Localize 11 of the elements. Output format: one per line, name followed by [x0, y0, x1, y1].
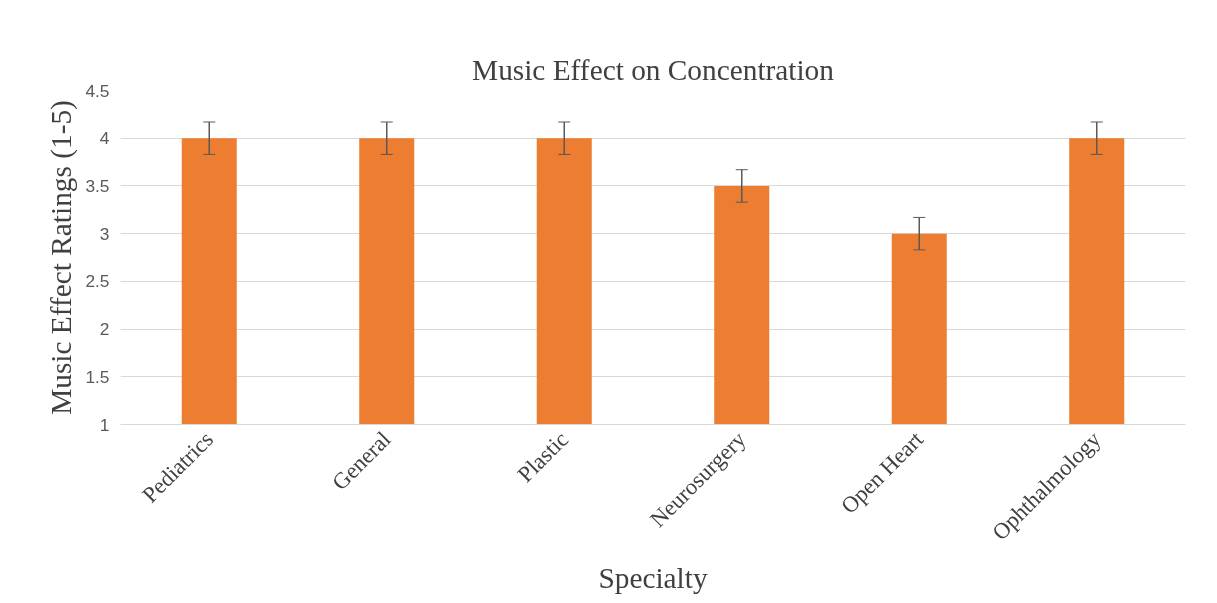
- y-tick-label: 3: [99, 223, 110, 244]
- x-axis-title: Specialty: [598, 561, 708, 594]
- y-axis-title: Music Effect Ratings (1-5): [45, 100, 79, 415]
- y-tick-label: 3.5: [85, 175, 110, 196]
- y-tick-label: 1: [99, 414, 110, 435]
- y-tick-label: 1.5: [85, 366, 110, 387]
- chart-title: Music Effect on Concentration: [472, 53, 835, 86]
- y-tick-label: 2: [99, 319, 110, 340]
- y-tick-label: 2.5: [85, 271, 110, 292]
- y-tick-label: 4.5: [85, 80, 110, 101]
- y-tick-label: 4: [99, 128, 110, 149]
